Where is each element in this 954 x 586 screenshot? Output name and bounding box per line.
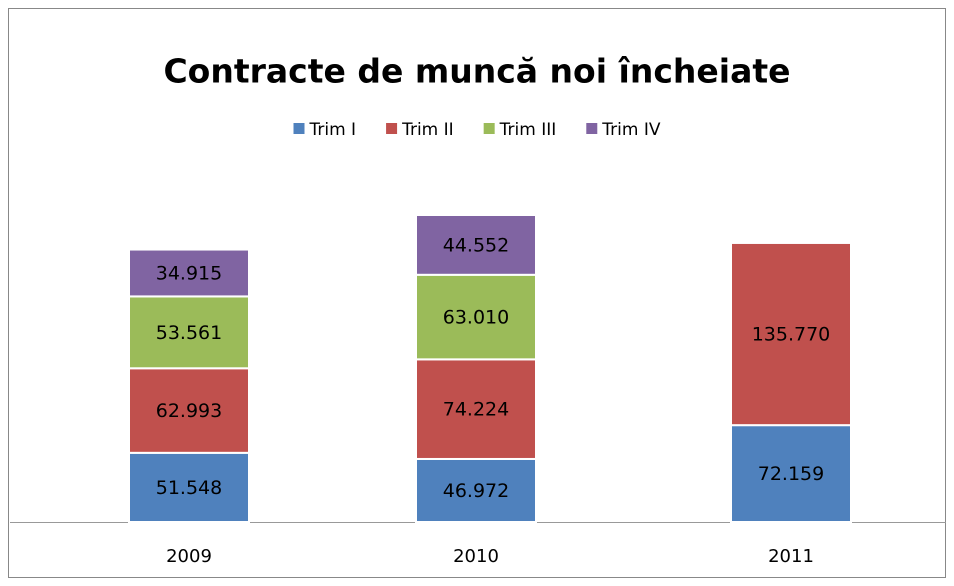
bar-segment <box>415 273 537 361</box>
legend-label: Trim I <box>309 120 357 140</box>
bar-segment <box>415 214 537 276</box>
legend-swatch <box>483 123 495 134</box>
data-label: 63.010 <box>443 307 509 329</box>
bar-segment <box>128 451 250 523</box>
data-label: 44.552 <box>443 234 509 256</box>
legend-label: Trim III <box>499 120 557 140</box>
data-label: 135.770 <box>752 324 831 346</box>
data-label: 74.224 <box>443 399 509 421</box>
x-tick-label: 2011 <box>768 546 814 567</box>
legend-swatch <box>586 123 598 134</box>
bar-segment <box>730 241 852 427</box>
bar-segment <box>415 457 537 523</box>
x-tick-label: 2009 <box>166 546 212 567</box>
data-label: 51.548 <box>156 477 222 499</box>
legend-label: Trim II <box>401 120 454 140</box>
chart-title: Contracte de muncă noi încheiate <box>163 52 790 91</box>
legend-swatch <box>386 123 398 134</box>
legend-label: Trim IV <box>601 120 661 140</box>
data-label: 53.561 <box>156 322 222 344</box>
data-label: 72.159 <box>758 463 824 485</box>
data-label: 62.993 <box>156 400 222 422</box>
bar-segment <box>415 358 537 460</box>
data-label: 46.972 <box>443 480 509 502</box>
bar-segment <box>128 248 250 298</box>
bar-segment <box>730 424 852 523</box>
data-label: 34.915 <box>156 262 222 284</box>
legend-swatch <box>293 123 305 134</box>
bar-segment <box>128 295 250 370</box>
x-tick-label: 2010 <box>453 546 499 567</box>
